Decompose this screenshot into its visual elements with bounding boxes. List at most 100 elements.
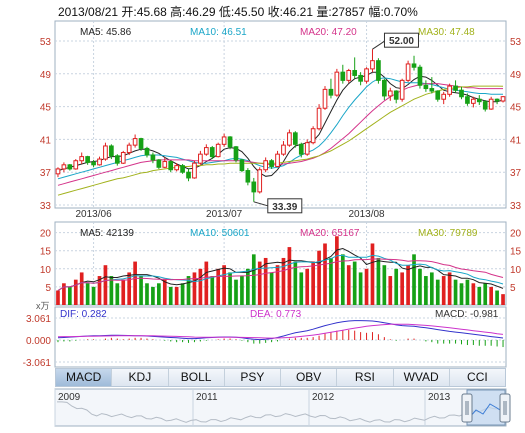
volume-bar <box>145 283 149 305</box>
macd-dea-line <box>57 323 504 339</box>
low-value: 45.50 <box>234 5 265 19</box>
volume-bar <box>151 286 155 305</box>
tab-macd[interactable]: MACD <box>56 369 113 386</box>
candle-body <box>310 128 316 144</box>
tab-boll[interactable]: BOLL <box>169 369 225 386</box>
price-ma-line-ma30 <box>57 85 504 196</box>
volume-bar <box>459 283 464 305</box>
candle-body <box>150 154 156 161</box>
candle-body <box>251 181 257 193</box>
volume-ma-label-ma5: MA5: 42139 <box>80 228 134 239</box>
tab-obv[interactable]: OBV <box>281 369 338 386</box>
high-value: 46.29 <box>185 5 216 19</box>
volume-bar <box>388 276 393 305</box>
volume-bar <box>133 261 137 305</box>
price-y-tick-left: 45 <box>40 103 52 114</box>
candle-body <box>387 90 393 97</box>
candle-body <box>459 89 464 98</box>
candle-body <box>97 158 102 166</box>
candle-body <box>55 168 61 175</box>
volume-unit-label: x万 <box>36 301 50 311</box>
price-y-tick-left: 41 <box>40 135 52 146</box>
macd-dea-label: DEA: 0.773 <box>250 309 302 320</box>
volume-bar <box>382 265 387 305</box>
volume-bar <box>335 236 339 305</box>
volume-bar <box>234 279 238 305</box>
tab-kdj[interactable]: KDJ <box>112 369 169 386</box>
price-ma-label-ma30: MA30: 47.48 <box>418 27 475 38</box>
candle-body <box>198 153 203 164</box>
candle-body <box>494 98 500 102</box>
volume-bar <box>317 250 321 305</box>
candle-body <box>435 90 441 100</box>
tab-wvad[interactable]: WVAD <box>394 369 450 386</box>
volume-ma-line-20 <box>57 258 504 291</box>
tab-psy[interactable]: PSY <box>225 369 281 386</box>
volume-bar <box>168 286 173 305</box>
volume-bar <box>222 265 226 305</box>
change-label: 幅 <box>368 5 381 19</box>
volume-bar <box>174 286 179 305</box>
candle-body <box>411 63 417 68</box>
price-y-tick-right: 45 <box>510 103 522 114</box>
candle-body <box>186 171 191 179</box>
volume-y-tick-left: 15 <box>40 247 52 258</box>
candle-body <box>287 132 292 146</box>
quote-header: 2013/08/21 开:45.68 高:46.29 低:45.50 收:46.… <box>58 5 418 19</box>
volume-bar <box>263 257 268 305</box>
candle-body <box>417 66 423 86</box>
volume-y-tick-right: 20 <box>510 229 522 240</box>
volume-bar <box>376 257 381 305</box>
candle-body <box>120 152 126 164</box>
navigator-year-label: 2012 <box>312 392 335 403</box>
volume-bar <box>483 283 488 305</box>
high-label: 高 <box>170 5 183 19</box>
candle-body <box>500 96 506 102</box>
candle-body <box>352 70 358 76</box>
candle-body <box>281 144 286 155</box>
volume-bar <box>352 261 357 305</box>
price-ma-line-ma20 <box>57 83 503 186</box>
candle-body <box>168 161 174 171</box>
volume-y-tick-right: 5 <box>510 283 516 294</box>
candle-body <box>358 74 363 82</box>
tab-rsi[interactable]: RSI <box>337 369 394 386</box>
navigator-selection-line <box>468 403 504 419</box>
volume-bar <box>62 283 66 305</box>
volume-bar <box>246 268 250 305</box>
price-y-tick-left: 49 <box>40 70 52 81</box>
volume-bar <box>424 276 428 305</box>
candle-body <box>245 170 251 183</box>
volume-bar <box>465 279 470 305</box>
volume-bar <box>139 276 143 305</box>
volume-bar <box>358 272 363 305</box>
tab-cci[interactable]: CCI <box>467 370 488 384</box>
volume-bar <box>204 261 209 305</box>
volume-bar <box>323 243 327 305</box>
price-y-tick-right: 49 <box>510 70 522 81</box>
candle-body <box>209 147 215 158</box>
volume-bar <box>257 261 262 305</box>
volume-ma-line-5 <box>57 247 504 291</box>
price-y-tick-left: 37 <box>40 168 52 179</box>
price-y-tick-right: 53 <box>510 37 522 48</box>
indicator-tabs: MACD KDJ BOLL PSY OBV RSI WVAD CCI <box>55 368 506 387</box>
volume-bar <box>127 272 132 305</box>
volume-bar <box>216 268 221 305</box>
volume-bar <box>329 257 333 305</box>
volume-bar <box>115 283 120 305</box>
candle-body <box>322 88 328 109</box>
volume-ma-label-ma30: MA30: 79789 <box>418 228 478 239</box>
navigator-right-handle[interactable] <box>499 393 511 423</box>
volume-bar <box>240 276 244 305</box>
candle-body <box>239 159 245 172</box>
candle-body <box>465 96 470 104</box>
volume-ma-label-ma20: MA20: 65167 <box>300 228 360 239</box>
volume-bar <box>412 254 416 305</box>
change-value: 0.70% <box>383 5 418 19</box>
volume-bar <box>435 279 440 305</box>
navigator-left-handle[interactable] <box>461 393 473 423</box>
candle-body <box>233 146 239 161</box>
volume-bar <box>210 276 215 305</box>
